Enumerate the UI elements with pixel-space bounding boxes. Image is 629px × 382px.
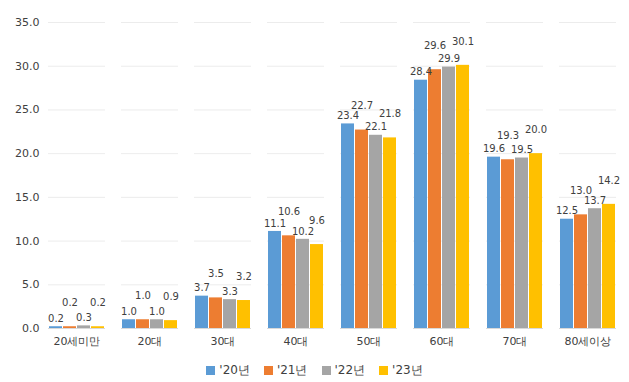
svg-text:1.0: 1.0 [135,290,151,301]
svg-text:20대: 20대 [138,335,163,348]
svg-text:70대: 70대 [503,335,528,348]
svg-text:0.3: 0.3 [76,312,92,323]
svg-text:11.1: 11.1 [264,218,286,229]
svg-text:20.0: 20.0 [525,124,547,135]
svg-text:10.2: 10.2 [292,226,314,237]
html-text:'22년: '22년 [334,362,366,377]
svg-text:50대: 50대 [357,335,382,348]
html-text:'23년: '23년 [392,362,423,377]
html-text:'21년: '21년 [276,362,308,377]
svg-text:0.2: 0.2 [62,297,78,308]
svg-text:29.6: 29.6 [424,40,446,51]
svg-text:9.6: 9.6 [309,215,325,226]
svg-text:19.3: 19.3 [497,130,519,141]
svg-text:40대: 40대 [284,335,309,348]
svg-text:10.6: 10.6 [278,206,300,217]
html-text:'20년: '20년 [219,362,250,377]
svg-text:29.9: 29.9 [438,53,460,64]
svg-text:35.0: 35.0 [15,16,40,29]
svg-text:5.0: 5.0 [22,278,40,291]
svg-text:3.7: 3.7 [194,282,210,293]
svg-text:30.1: 30.1 [452,36,474,47]
svg-text:60대: 60대 [430,335,455,348]
svg-text:3.2: 3.2 [236,271,252,282]
svg-text:0.0: 0.0 [22,322,40,335]
svg-text:0.2: 0.2 [48,313,64,324]
svg-text:1.0: 1.0 [149,306,165,317]
svg-text:13.0: 13.0 [570,185,592,196]
svg-text:21.8: 21.8 [379,108,401,119]
svg-text:12.5: 12.5 [556,205,578,216]
svg-text:25.0: 25.0 [15,103,40,116]
svg-text:30.0: 30.0 [15,60,40,73]
svg-text:20.0: 20.0 [15,147,40,160]
svg-text:1.0: 1.0 [121,306,137,317]
svg-text:22.7: 22.7 [351,100,373,111]
svg-text:13.7: 13.7 [584,195,606,206]
svg-text:30대: 30대 [211,335,236,348]
svg-text:20세미만: 20세미만 [54,335,101,348]
svg-text:0.9: 0.9 [163,291,179,302]
svg-text:19.5: 19.5 [511,144,533,155]
svg-text:15.0: 15.0 [15,191,40,204]
svg-text:3.3: 3.3 [222,286,238,297]
svg-text:0.2: 0.2 [90,297,106,308]
svg-text:23.4: 23.4 [337,110,359,121]
svg-text:19.6: 19.6 [483,143,505,154]
svg-text:22.1: 22.1 [365,121,387,132]
svg-text:28.4: 28.4 [410,66,432,77]
svg-text:10.0: 10.0 [15,235,40,248]
svg-text:14.2: 14.2 [598,175,620,186]
svg-text:80세이상: 80세이상 [565,335,612,348]
svg-text:3.5: 3.5 [208,268,224,279]
